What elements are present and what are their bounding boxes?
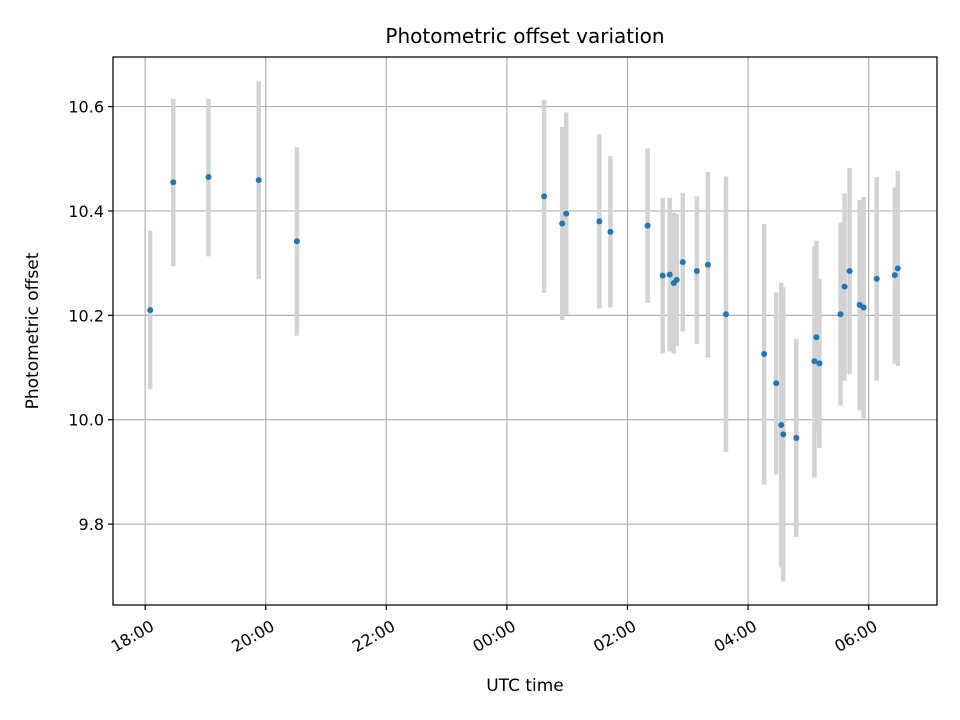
data-point	[816, 360, 823, 367]
data-point	[846, 267, 853, 274]
data-point	[673, 276, 680, 283]
grid	[113, 57, 937, 605]
data-point	[813, 334, 820, 341]
data-point	[644, 222, 651, 229]
y-tick-label: 9.8	[79, 515, 104, 534]
data-points	[147, 174, 901, 441]
data-point	[596, 218, 603, 225]
data-point	[873, 275, 880, 282]
data-point	[761, 350, 768, 357]
data-point	[894, 265, 901, 272]
data-point	[793, 434, 800, 441]
data-point	[778, 421, 785, 428]
y-tick-label: 10.2	[68, 306, 104, 325]
data-point	[860, 304, 867, 311]
data-point	[722, 311, 729, 318]
data-point	[773, 380, 780, 387]
chart-title: Photometric offset variation	[385, 24, 664, 48]
plot-frame	[112, 56, 938, 606]
data-point	[780, 431, 787, 438]
data-point	[704, 261, 711, 268]
data-point	[255, 177, 262, 184]
data-point	[837, 311, 844, 318]
data-point	[607, 228, 614, 235]
data-point	[293, 238, 300, 245]
data-point	[563, 210, 570, 217]
data-point	[559, 220, 566, 227]
x-axis-title: UTC time	[486, 676, 564, 696]
data-point	[541, 193, 548, 200]
data-point	[693, 267, 700, 274]
y-axis-title: Photometric offset	[23, 252, 43, 409]
y-tick-label: 10.6	[68, 98, 104, 117]
data-point	[811, 358, 818, 365]
y-tick-label: 10.4	[68, 202, 104, 221]
data-point	[666, 271, 673, 278]
data-point	[147, 307, 154, 314]
data-point	[679, 259, 686, 266]
data-point	[891, 272, 898, 279]
data-point	[659, 272, 666, 279]
data-point	[841, 283, 848, 290]
y-tick-label: 10.0	[68, 411, 104, 430]
data-point	[205, 174, 212, 181]
data-point	[170, 179, 177, 186]
